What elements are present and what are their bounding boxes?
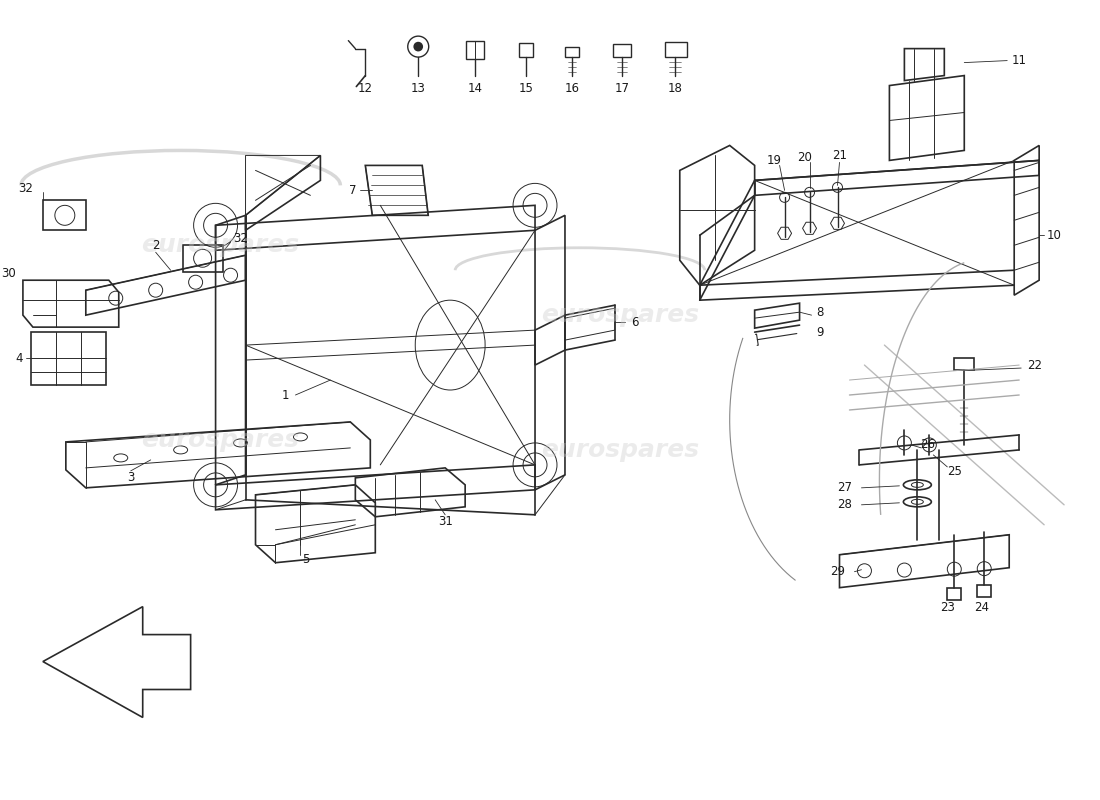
Text: eurospares: eurospares [142, 234, 299, 258]
Text: 12: 12 [358, 82, 373, 95]
Text: 32: 32 [19, 182, 33, 195]
Circle shape [415, 42, 422, 50]
Text: 1: 1 [282, 389, 289, 402]
Text: 23: 23 [939, 601, 955, 614]
Text: 10: 10 [1047, 229, 1062, 242]
Text: 7: 7 [349, 184, 356, 197]
Text: 15: 15 [518, 82, 534, 95]
Text: 18: 18 [668, 82, 682, 95]
Text: 14: 14 [468, 82, 483, 95]
Text: 25: 25 [947, 466, 961, 478]
Text: eurospares: eurospares [142, 428, 299, 452]
Text: eurospares: eurospares [541, 303, 698, 327]
Text: 21: 21 [832, 149, 847, 162]
Text: 3: 3 [126, 471, 134, 484]
Text: 2: 2 [152, 238, 160, 252]
Text: 9: 9 [816, 326, 823, 338]
Text: 29: 29 [830, 566, 845, 578]
Text: 28: 28 [837, 498, 851, 511]
Text: 20: 20 [798, 151, 812, 164]
Text: 19: 19 [767, 154, 782, 167]
Text: 22: 22 [1026, 358, 1042, 371]
Text: 30: 30 [1, 266, 16, 280]
Text: 24: 24 [974, 601, 989, 614]
Text: 32: 32 [233, 232, 248, 245]
Text: 5: 5 [301, 554, 309, 566]
Text: 16: 16 [564, 82, 580, 95]
Text: 26: 26 [920, 438, 935, 451]
Text: 8: 8 [816, 306, 823, 318]
Text: 4: 4 [15, 351, 23, 365]
Text: 11: 11 [1012, 54, 1026, 67]
Text: eurospares: eurospares [541, 438, 698, 462]
Text: 17: 17 [615, 82, 629, 95]
Text: 27: 27 [837, 482, 852, 494]
Text: 13: 13 [410, 82, 426, 95]
Text: 31: 31 [438, 515, 452, 528]
Text: 6: 6 [631, 316, 639, 329]
